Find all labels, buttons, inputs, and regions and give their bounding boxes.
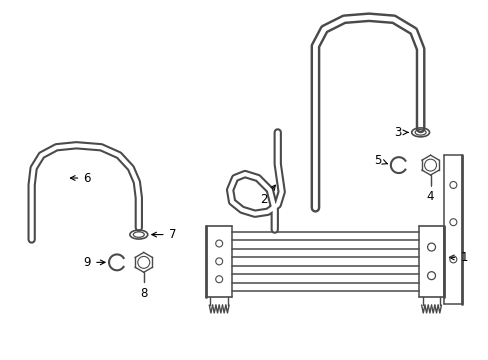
Text: 3: 3 [394, 126, 407, 139]
Text: 2: 2 [260, 185, 275, 206]
Text: 5: 5 [374, 154, 386, 167]
Text: 9: 9 [83, 256, 105, 269]
Text: 7: 7 [151, 228, 176, 241]
Text: 4: 4 [426, 190, 433, 203]
Text: 6: 6 [70, 171, 91, 185]
Text: 1: 1 [448, 251, 467, 264]
Text: 8: 8 [140, 287, 147, 300]
